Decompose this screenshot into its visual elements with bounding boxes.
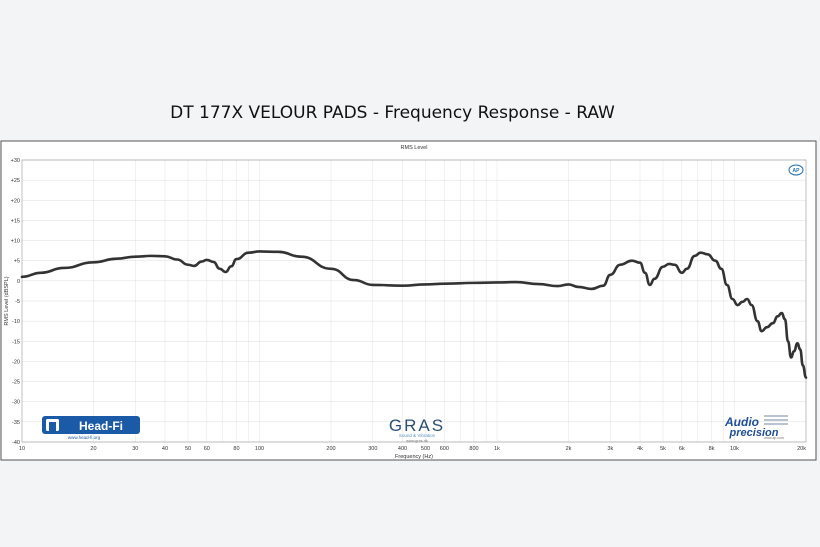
- x-tick-label: 600: [440, 446, 449, 452]
- y-tick-label: -15: [12, 339, 20, 345]
- y-axis-label: RMS Level (dBSPL): [4, 276, 10, 325]
- x-tick-labels: 10 20 30 40 50 60 80 100 200 300 400 500 600 800 1k 2k 3…: [19, 446, 806, 452]
- gras-logo-text: GRAS: [389, 416, 445, 435]
- x-tick-label: 200: [326, 446, 335, 452]
- x-tick-label: 30: [132, 446, 138, 452]
- grid: [22, 159, 806, 443]
- headfi-url: www.head-fi.org: [68, 435, 101, 440]
- x-tick-label: 6k: [679, 446, 685, 452]
- x-tick-label: 2k: [566, 446, 572, 452]
- y-tick-label: -10: [12, 319, 20, 325]
- x-tick-label: 20k: [797, 446, 806, 452]
- y-tick-label: +10: [11, 239, 20, 245]
- chart-title: DT 177X VELOUR PADS - Frequency Response…: [170, 103, 615, 123]
- y-tick-labels: +30 +25 +20 +15 +10 +5 0 -5 -10 -15 -20 -25 -30 -35 -4…: [11, 158, 20, 446]
- y-tick-label: -25: [12, 380, 20, 386]
- frequency-response-chart: RMS Level +30 +25 +20 +15 +10 +5 0 -5 -10 -15 -20 -…: [0, 140, 817, 461]
- x-tick-label: 4k: [637, 446, 643, 452]
- y-tick-label: -35: [12, 420, 20, 426]
- y-tick-label: +5: [14, 259, 20, 265]
- y-tick-label: +30: [11, 158, 20, 164]
- series-layer: [20, 250, 808, 379]
- y-tick-label: 0: [17, 279, 20, 285]
- y-tick-label: +15: [11, 218, 20, 224]
- y-tick-label: -20: [12, 359, 20, 365]
- chart-frame: [0, 140, 817, 461]
- y-tick-label: -5: [15, 299, 20, 305]
- x-tick-label: 10k: [730, 446, 739, 452]
- ap-badge: AP: [788, 164, 804, 176]
- plot-area: [21, 159, 807, 443]
- svg-text:AP: AP: [793, 168, 801, 174]
- x-tick-label: 300: [368, 446, 377, 452]
- x-tick-label: 10: [19, 446, 25, 452]
- x-tick-label: 100: [255, 446, 264, 452]
- y-tick-label: -40: [12, 440, 20, 446]
- ap-logo-line1: Audio: [724, 415, 759, 429]
- x-tick-label: 50: [185, 446, 191, 452]
- x-tick-label: 80: [233, 446, 239, 452]
- x-tick-label: 800: [469, 446, 478, 452]
- x-tick-label: 20: [90, 446, 96, 452]
- ap-url: www.ap.com: [764, 436, 784, 440]
- y-tick-label: +25: [11, 178, 20, 184]
- x-tick-label: 1k: [494, 446, 500, 452]
- headfi-logo: Head-Fi www.head-fi.org: [42, 416, 140, 440]
- audio-precision-logo: Audio precision www.ap.com: [724, 415, 788, 440]
- x-tick-label: 5k: [660, 446, 666, 452]
- gras-url: www.gras.dk: [406, 439, 428, 443]
- y-tick-label: -30: [12, 400, 20, 406]
- series-line: [20, 250, 808, 379]
- x-tick-label: 500: [421, 446, 430, 452]
- chart-subtitle: RMS Level: [401, 145, 428, 151]
- x-tick-label: 3k: [607, 446, 613, 452]
- x-tick-label: 40: [162, 446, 168, 452]
- x-tick-label: 8k: [709, 446, 715, 452]
- ap-logo-line2: precision: [729, 427, 779, 439]
- gras-tagline: Sound & Vibration: [399, 433, 436, 438]
- x-tick-label: 60: [204, 446, 210, 452]
- y-tick-label: +20: [11, 198, 20, 204]
- x-tick-label: 400: [398, 446, 407, 452]
- x-axis-label: Frequency (Hz): [395, 454, 433, 460]
- gras-logo: GRAS Sound & Vibration www.gras.dk: [389, 416, 445, 443]
- headfi-logo-text: Head-Fi: [79, 419, 123, 433]
